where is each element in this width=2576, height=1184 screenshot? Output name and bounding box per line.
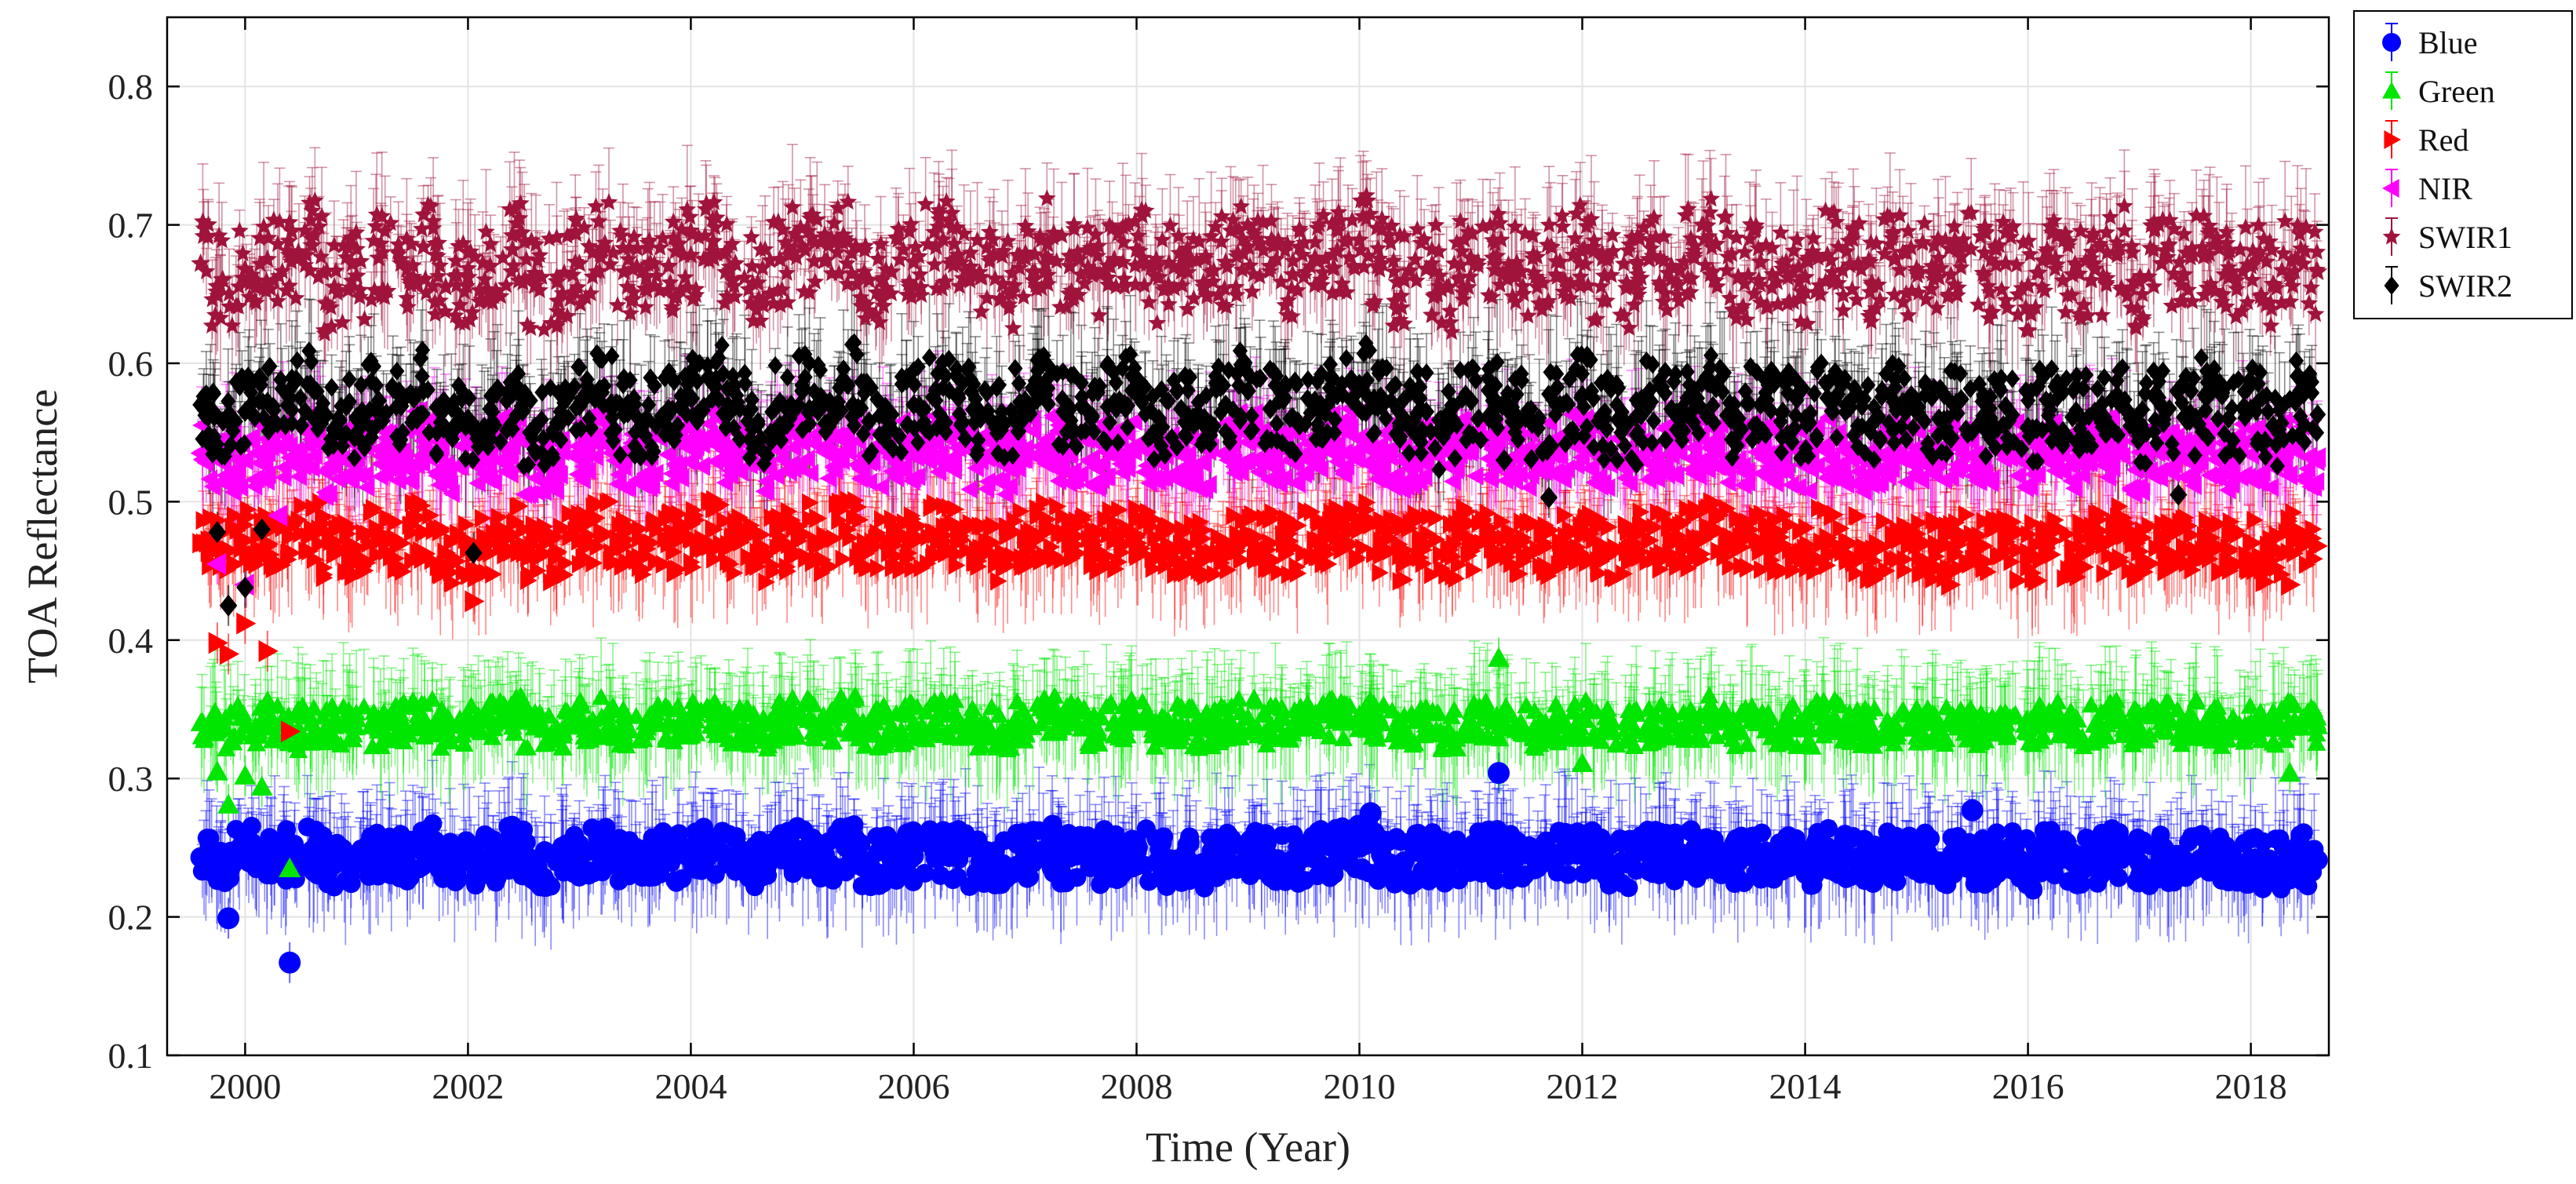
chart-container: 2000 2002 2004 2006 2008 2010 2012 2014 2016 2018… [0,0,2576,1184]
chart-svg: 2000 2002 2004 2006 2008 2010 2012 2014 2016 2018… [0,0,2576,1184]
